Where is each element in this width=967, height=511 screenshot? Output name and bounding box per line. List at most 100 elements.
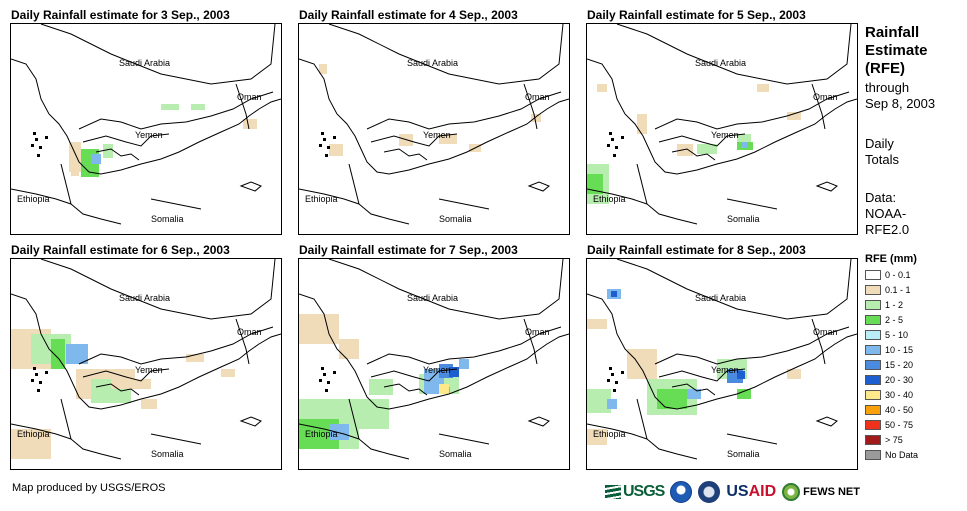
legend-label: 1 - 2: [885, 299, 904, 310]
boundary-line: [671, 148, 716, 161]
rainfall-area: [757, 84, 769, 92]
usaid-logo-text-b: AID: [748, 483, 777, 500]
legend-item: 10 - 15: [865, 343, 913, 356]
rainfall-layer: [587, 84, 801, 204]
rainfall-layer: [299, 314, 469, 449]
map-svg-2: Saudi Arabia Oman Yemen Ethiopia Somalia: [299, 24, 569, 225]
boundary-line: [328, 24, 564, 85]
boundary-line: [587, 423, 648, 440]
rainfall-area: [11, 429, 51, 459]
rainfall-area: [697, 144, 717, 154]
legend-item: 20 - 30: [865, 373, 913, 386]
rainfall-area: [657, 389, 687, 409]
boundary-line: [815, 416, 838, 427]
rainfall-area: [737, 389, 751, 399]
island-marker: [45, 371, 48, 374]
legend-item: 1 - 2: [865, 298, 903, 311]
sidebar-through: through: [865, 80, 910, 95]
partner-logos: USGS USAID FEWS NET: [605, 480, 860, 504]
rainfall-layer: [587, 289, 801, 445]
rainfall-layer: [11, 329, 235, 459]
sidebar-data-source-1: NOAA-: [865, 206, 907, 221]
boundary-line: [299, 188, 360, 205]
map-panel-5: Saudi Arabia Oman Yemen Ethiopia Somalia: [298, 258, 570, 470]
boundary-line: [811, 83, 826, 130]
legend-item: No Data: [865, 448, 918, 461]
legend-item: 5 - 10: [865, 328, 908, 341]
island-marker: [37, 154, 40, 157]
legend-item: 2 - 5: [865, 313, 903, 326]
legend-label: 10 - 15: [885, 344, 914, 355]
island-marker: [31, 144, 34, 147]
legend-swatch: [865, 299, 881, 310]
label-somalia: Somalia: [151, 214, 184, 224]
island-marker: [607, 379, 610, 382]
label-ethiopia: Ethiopia: [593, 429, 626, 439]
fews-net-logo: FEWS NET: [782, 483, 860, 501]
legend-label: 0.1 - 1: [885, 284, 911, 295]
rainfall-area: [449, 367, 459, 377]
island-marker: [37, 389, 40, 392]
island-marker: [333, 371, 336, 374]
boundary-line: [438, 198, 490, 210]
rainfall-area: [66, 344, 88, 364]
legend-label: 30 - 40: [885, 389, 914, 400]
boundary-line: [60, 398, 122, 460]
boundary-line: [366, 326, 562, 365]
rainfall-area: [587, 174, 603, 194]
rainfall-area: [611, 291, 617, 297]
island-marker: [327, 146, 330, 149]
map-panel-1: Saudi Arabia Oman Yemen Ethiopia Somalia: [10, 23, 282, 235]
island-marker: [39, 381, 42, 384]
legend-swatch: [865, 329, 881, 340]
island-marker: [611, 138, 614, 141]
sidebar-title-line-2: Estimate: [865, 42, 928, 59]
map-credit: Map produced by USGS/EROS: [12, 482, 166, 494]
map-svg-1: Saudi Arabia Oman Yemen Ethiopia Somalia: [11, 24, 281, 225]
sidebar-daily: Daily: [865, 136, 894, 151]
boundary-line: [658, 133, 746, 147]
label-somalia: Somalia: [439, 449, 472, 459]
rainfall-area: [161, 104, 179, 110]
map-svg-6: Saudi Arabia Oman Yemen Ethiopia Somalia: [587, 259, 857, 460]
label-oman: Oman: [525, 327, 550, 337]
island-marker: [45, 136, 48, 139]
map-panel-2: Saudi Arabia Oman Yemen Ethiopia Somalia: [298, 23, 570, 235]
legend-swatch: [865, 269, 881, 280]
panel-title-6: Daily Rainfall estimate for 8 Sep., 2003: [587, 243, 806, 257]
boundary-line: [299, 293, 569, 410]
legend-swatch: [865, 374, 881, 385]
legend-label: 2 - 5: [885, 314, 904, 325]
boundary-line: [383, 148, 428, 161]
legend-label: 40 - 50: [885, 404, 914, 415]
panel-title-4: Daily Rainfall estimate for 6 Sep., 2003: [11, 243, 230, 257]
sidebar-data-source-2: RFE2.0: [865, 222, 910, 237]
boundary-line: [40, 24, 276, 85]
boundary-line: [235, 83, 250, 130]
boundary-line: [811, 318, 826, 365]
panel-title-1: Daily Rainfall estimate for 3 Sep., 2003: [11, 8, 230, 22]
panel-title-2: Daily Rainfall estimate for 4 Sep., 2003: [299, 8, 518, 22]
boundary-line: [616, 24, 852, 85]
boundary-line: [654, 326, 850, 365]
rainfall-area: [787, 112, 801, 120]
legend-item: 30 - 40: [865, 388, 913, 401]
sidebar-title-line-1: Rainfall: [865, 24, 920, 41]
boundary-line: [366, 91, 562, 130]
label-somalia: Somalia: [727, 214, 760, 224]
boundary-line: [726, 433, 778, 445]
rainfall-layer: [69, 104, 257, 177]
panel-title-5: Daily Rainfall estimate for 7 Sep., 2003: [299, 243, 518, 257]
rainfall-area: [587, 429, 607, 445]
label-ethiopia: Ethiopia: [593, 194, 626, 204]
legend-label: No Data: [885, 449, 919, 460]
rainfall-area: [71, 164, 79, 176]
boundary-line: [348, 398, 410, 460]
label-saudi-arabia: Saudi Arabia: [407, 58, 458, 68]
usaid-logo: USAID: [726, 483, 776, 501]
label-yemen: Yemen: [423, 365, 451, 375]
label-saudi-arabia: Saudi Arabia: [119, 293, 170, 303]
boundary-line: [370, 368, 458, 382]
rainfall-area: [607, 399, 617, 409]
island-marker: [35, 138, 38, 141]
